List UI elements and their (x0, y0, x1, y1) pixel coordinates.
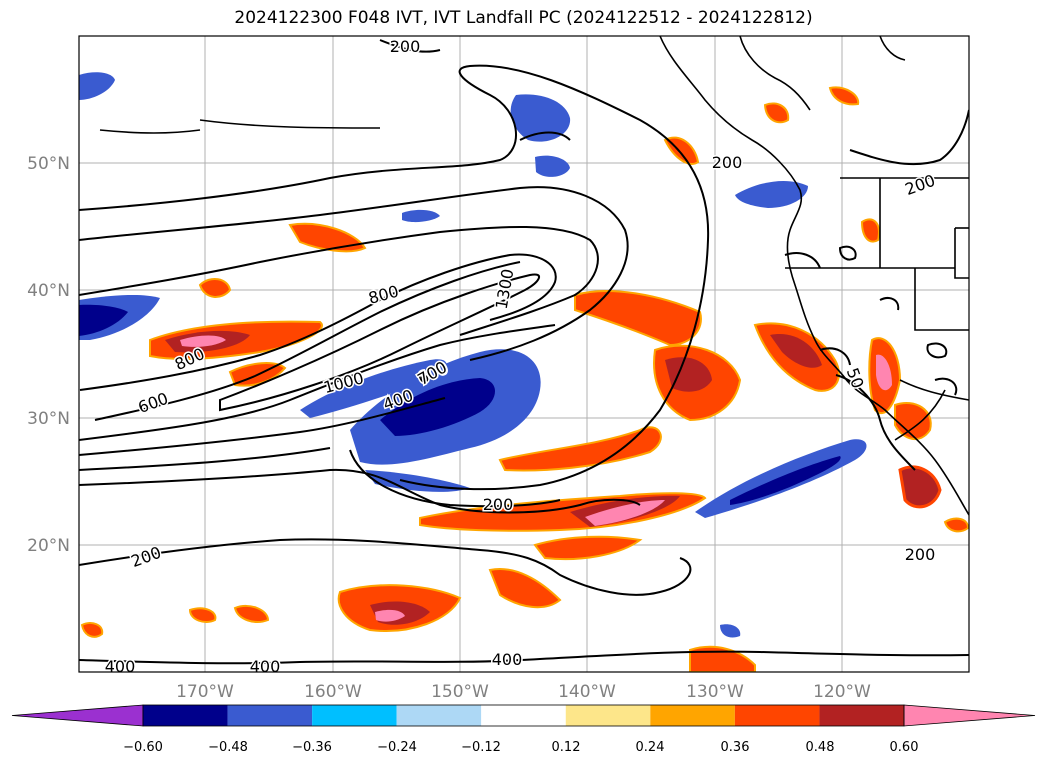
positive-anomaly-region (898, 465, 942, 509)
contour-label: 200 (905, 545, 936, 564)
positive-anomaly-region (80, 622, 104, 638)
negative-anomaly-region (730, 456, 841, 505)
positive-anomaly-region (876, 354, 892, 391)
negative-anomaly-region (535, 155, 570, 177)
colorbar-tick-label: −0.48 (208, 740, 248, 755)
negative-anomaly-region (300, 359, 447, 418)
positive-anomaly-region (288, 222, 367, 253)
colorbar-tick-label: −0.12 (461, 740, 501, 755)
colorbar-segment (143, 705, 228, 726)
positive-anomaly-region (198, 278, 232, 298)
positive-anomaly-region (188, 607, 217, 623)
positive-anomaly-region (375, 609, 405, 622)
negative-anomaly-region (402, 209, 440, 223)
positive-anomaly-region (533, 535, 643, 561)
lon-labels: 170°W 160°W 150°W 140°W 130°W 120°W (176, 682, 871, 702)
contour-label: 400 (250, 657, 281, 676)
contour-label: 200 (483, 495, 514, 514)
positive-anomaly-region (488, 568, 562, 609)
positive-anomaly-region (828, 86, 860, 106)
colorbar-outline (142, 704, 905, 727)
colorbar-segment (734, 705, 820, 726)
colorbar-arrow-low (11, 704, 144, 727)
positive-anomaly-region (233, 604, 270, 623)
positive-anomaly-region (574, 290, 702, 347)
lon-label-130w: 130°W (686, 682, 744, 702)
colorbar-segment (565, 705, 651, 726)
lon-label-140w: 140°W (558, 682, 616, 702)
lat-label-40n: 40°N (27, 281, 70, 301)
lat-labels: 20°N 30°N 40°N 50°N (27, 154, 70, 556)
colorbar-tick-label: 0.24 (636, 740, 665, 755)
lat-label-50n: 50°N (27, 154, 70, 174)
ivt-pc-positive (80, 86, 969, 672)
lon-label-150w: 150°W (431, 682, 489, 702)
negative-anomaly-region (79, 72, 115, 100)
lon-label-170w: 170°W (176, 682, 234, 702)
gridlines (79, 36, 969, 672)
ivt-pc-shading (79, 72, 867, 638)
colorbar-segment (396, 705, 482, 726)
map-title: 2024122300 F048 IVT, IVT Landfall PC (20… (234, 8, 813, 28)
negative-anomaly-region (79, 304, 128, 336)
lat-label-30n: 30°N (27, 409, 70, 429)
colorbar-segment (312, 705, 397, 726)
positive-anomaly-region (498, 426, 662, 472)
positive-anomaly-region (763, 102, 790, 124)
positive-anomaly-region (770, 334, 822, 368)
negative-anomaly-region (380, 378, 495, 436)
colorbar-tick-label: 0.60 (890, 740, 919, 755)
contour-label: 400 (492, 650, 523, 669)
negative-anomaly-region (735, 180, 808, 208)
colorbar-tick-label: 0.48 (806, 740, 835, 755)
positive-anomaly-region (689, 645, 756, 672)
positive-anomaly-region (894, 402, 932, 440)
colorbar-tick-label: 0.36 (721, 740, 750, 755)
map-frame (78, 35, 970, 673)
positive-anomaly-region (180, 335, 226, 347)
ivt-contours (79, 39, 969, 665)
positive-anomaly-region (943, 517, 969, 533)
negative-anomaly-region (720, 624, 741, 638)
colorbar-tick-label: 0.12 (552, 740, 581, 755)
negative-anomaly-region (510, 94, 571, 142)
lon-label-120w: 120°W (813, 682, 871, 702)
colorbar-tick-label: −0.36 (292, 740, 332, 755)
contour-label: 200 (390, 37, 421, 56)
colorbar (11, 704, 1036, 727)
lon-label-160w: 160°W (304, 682, 362, 702)
lat-label-20n: 20°N (27, 536, 70, 556)
contour-label: 400 (105, 657, 136, 676)
colorbar-segment (819, 705, 904, 726)
positive-anomaly-region (860, 218, 880, 243)
colorbar-labels: −0.60 −0.48 −0.36 −0.24 −0.12 0.12 0.24 … (123, 740, 918, 755)
coastlines (99, 36, 969, 516)
colorbar-tick-label: −0.60 (123, 740, 163, 755)
positive-anomaly-region (585, 500, 665, 526)
contour-label: 200 (712, 153, 743, 172)
colorbar-segment (227, 705, 313, 726)
colorbar-segment (481, 705, 566, 726)
colorbar-arrow-high (903, 704, 1036, 727)
colorbar-tick-label: −0.24 (377, 740, 417, 755)
colorbar-segment (650, 705, 735, 726)
positive-anomaly-region (665, 357, 712, 392)
